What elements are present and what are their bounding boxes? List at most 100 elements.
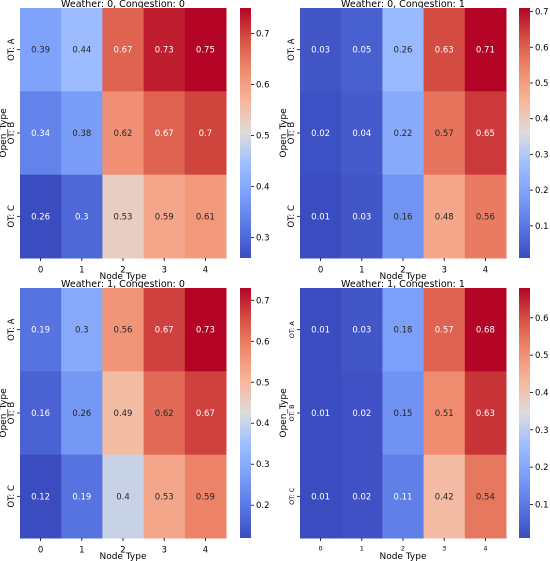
- heatmap-cell: [382, 174, 425, 259]
- heatmap-cell: [464, 91, 507, 176]
- heatmap-cell: [61, 174, 103, 259]
- heatmap-cell: [341, 8, 383, 92]
- cell-value-label: 0.56: [476, 212, 495, 222]
- cell-value-label: 0.16: [394, 212, 413, 222]
- x-axis-label: Node Type: [99, 552, 146, 561]
- cell-value-label: 0.53: [114, 212, 133, 222]
- cell-value-label: 0.01: [311, 409, 330, 419]
- cell-value-label: 0.04: [352, 129, 371, 139]
- cell-value-label: 0.7: [199, 129, 213, 139]
- y-tick-label: OT: C: [288, 487, 296, 505]
- cell-value-label: 0.73: [155, 46, 174, 56]
- x-tick-label: 3: [161, 266, 166, 276]
- colorbar-tick-label: 0.1: [535, 500, 549, 510]
- colorbar-tick-label: 0.6: [535, 43, 549, 53]
- cell-value-label: 0.68: [476, 326, 495, 336]
- heatmap-cell: [423, 288, 466, 372]
- heatmap-cell: [143, 371, 186, 456]
- y-axis-label: Open_Type: [0, 108, 9, 158]
- cell-value-label: 0.12: [31, 492, 50, 502]
- y-tick-label: OT: A: [287, 38, 297, 61]
- heatmap-cell: [300, 288, 342, 372]
- colorbar-tick-label: 0.3: [535, 150, 549, 160]
- cell-value-label: 0.11: [394, 492, 413, 502]
- heatmap-cell: [61, 91, 103, 176]
- heatmap-cell: [464, 454, 507, 539]
- colorbar-tick-label: 0.6: [256, 337, 270, 347]
- colorbar-tick-label: 0.4: [535, 388, 549, 398]
- y-tick-label: OT: B: [7, 402, 17, 425]
- heatmap-cell: [423, 174, 466, 259]
- x-axis-label: Node Type: [379, 272, 426, 282]
- cell-value-label: 0.03: [352, 326, 371, 336]
- heatmap-cell: [300, 174, 342, 259]
- cell-value-label: 0.67: [155, 326, 174, 336]
- panel-title: Weather: 0, Congestion: 1: [341, 0, 465, 10]
- heatmap-cell: [300, 454, 342, 539]
- heatmap-cell: [382, 91, 425, 176]
- y-tick-label: OT: A: [7, 38, 17, 61]
- heatmap-cell: [102, 454, 145, 539]
- cell-value-label: 0.42: [435, 492, 454, 502]
- y-tick-label: OT: B: [288, 404, 296, 421]
- cell-value-label: 0.22: [394, 129, 413, 139]
- x-tick-label: 2: [120, 266, 125, 276]
- colorbar-tick-label: 0.2: [535, 186, 549, 196]
- cell-value-label: 0.53: [155, 492, 174, 502]
- heatmap-panel-0: Weather: 0, Congestion: 00.39 0.44 0.67 0.7…: [0, 0, 270, 282]
- heatmap-cell: [143, 174, 186, 259]
- cell-value-label: 0.02: [352, 409, 371, 419]
- cell-value-label: 0.16: [31, 409, 50, 419]
- x-tick-label: 2: [401, 545, 405, 553]
- x-tick-label: 3: [441, 266, 446, 276]
- y-axis-label: Open_Type: [279, 388, 289, 438]
- heatmap-cell: [102, 91, 145, 176]
- y-tick-label: OT: A: [288, 321, 296, 339]
- cell-value-label: 0.49: [114, 409, 133, 419]
- heatmap-cell: [382, 8, 425, 92]
- heatmap-cell: [382, 288, 425, 372]
- cell-value-label: 0.61: [196, 212, 215, 222]
- heatmap-cell: [341, 454, 383, 539]
- cell-value-label: 0.59: [196, 492, 215, 502]
- cell-value-label: 0.26: [72, 409, 91, 419]
- cell-value-label: 0.3: [75, 326, 89, 336]
- heatmap-cell: [464, 8, 507, 92]
- heatmap-cell: [20, 174, 62, 259]
- heatmap-cell: [341, 371, 383, 456]
- heatmap-cell: [102, 8, 145, 92]
- heatmap-cell: [464, 174, 507, 259]
- y-tick-label: OT: C: [287, 205, 297, 228]
- heatmap-cell: [61, 8, 103, 92]
- colorbar-tick-label: 0.1: [535, 222, 549, 232]
- x-tick-label: 2: [120, 546, 125, 556]
- colorbar: [240, 288, 251, 538]
- heatmap-cell: [102, 288, 145, 372]
- y-tick-label: OT: C: [7, 205, 17, 228]
- x-axis-label: Node Type: [379, 552, 426, 561]
- cell-value-label: 0.48: [435, 212, 454, 222]
- x-tick-label: 0: [38, 266, 43, 276]
- heatmap-cell: [102, 371, 145, 456]
- heatmap-panel-1: Weather: 0, Congestion: 1 0.03 0.05 0.26 0.6…: [279, 0, 549, 282]
- heatmap-cell: [423, 8, 466, 92]
- heatmap-cell: [184, 288, 227, 372]
- heatmap-cell: [341, 288, 383, 372]
- heatmap-cell: [341, 174, 383, 259]
- cell-value-label: 0.18: [394, 326, 413, 336]
- cell-value-label: 0.67: [114, 46, 133, 56]
- colorbar-tick-label: 0.3: [256, 234, 270, 244]
- x-tick-label: 4: [483, 545, 487, 553]
- colorbar: [240, 8, 251, 258]
- heatmap-cell: [61, 288, 103, 372]
- heatmap-cell: [143, 91, 186, 176]
- colorbar-tick-label: 0.7: [535, 8, 549, 18]
- x-tick-label: 3: [442, 545, 446, 553]
- cell-value-label: 0.44: [72, 46, 91, 56]
- cell-value-label: 0.03: [352, 212, 371, 222]
- panel-title: Weather: 0, Congestion: 0: [61, 0, 185, 10]
- cell-value-label: 0.59: [155, 212, 174, 222]
- heatmap-cell: [61, 371, 103, 456]
- colorbar-tick-label: 0.5: [256, 132, 270, 142]
